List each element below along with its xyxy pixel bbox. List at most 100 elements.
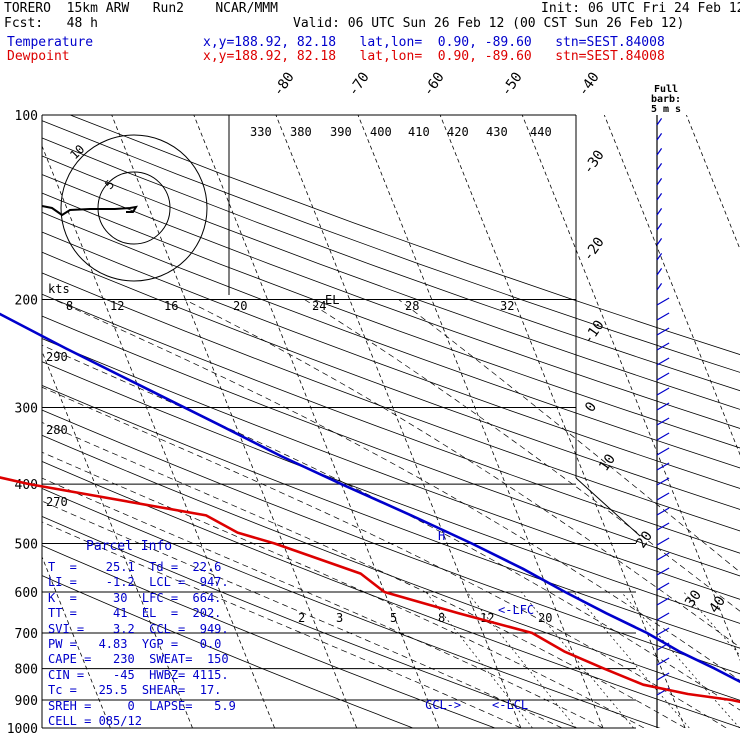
isotherm-label: -20 (580, 234, 608, 264)
dry-adiabat-390 (42, 231, 740, 489)
dewpoint-trace (0, 476, 740, 704)
moist-adiabat--5 (42, 500, 563, 728)
wind-barb (656, 238, 663, 246)
wind-barb (656, 283, 663, 291)
isotherm-label: 10 (596, 451, 619, 474)
temperature-legend-label: Temperature (7, 35, 94, 50)
dry-adiabat-340 (42, 338, 740, 600)
wind-barb (656, 342, 670, 351)
parcel-info-row: SVI = 3.2 CCL = 949. (48, 621, 229, 636)
mixing-ratio-line-5 (521, 591, 634, 728)
wind-barb (656, 133, 663, 141)
wind-barb (656, 462, 670, 471)
wind-barb (656, 567, 670, 576)
isotherm-label: -30 (580, 147, 608, 177)
dry-adiabat-450 (42, 120, 740, 373)
theta-label: 400 (370, 125, 392, 139)
wind-barb (656, 597, 670, 606)
plot-right-border-lower (575, 477, 641, 537)
sounding-annotation: <-LFC (498, 603, 534, 617)
wind-barb (656, 627, 670, 636)
isotherm-label: -70 (345, 69, 373, 99)
wind-barb (656, 447, 670, 456)
hodograph-speed-label: 8 (66, 299, 73, 313)
moist-adiabat-35 (304, 299, 740, 612)
isotherm-20 (521, 115, 740, 662)
parcel-info-row: K = 30 LFC = 664. (48, 590, 222, 605)
isotherm-label: 20 (633, 528, 656, 551)
sounding-annotation: H (438, 529, 445, 543)
theta-left-label: 270 (46, 495, 68, 509)
mixing-ratio-line-20 (683, 591, 740, 656)
isotherm-label: -40 (575, 69, 603, 99)
parcel-info-row: CELL = 085/12 (48, 714, 142, 728)
theta-left-label: 280 (46, 423, 68, 437)
theta-label: 430 (486, 125, 508, 139)
wind-barb (656, 672, 670, 681)
isotherm--20 (193, 115, 440, 728)
wind-barb (656, 582, 670, 591)
hodograph-ring-label: 5 (102, 177, 117, 192)
isotherm--40 (42, 144, 275, 728)
dry-adiabat-290 (42, 461, 740, 728)
sounding-annotation: CCL-> (425, 698, 461, 712)
wind-barb (656, 312, 670, 321)
init-time: Init: 06 UTC Fri 24 Feb 12 (541, 1, 740, 16)
theta-label: 410 (408, 125, 430, 139)
pressure-label-1000: 1000 (7, 722, 38, 737)
hodograph-units: kts (48, 282, 70, 296)
moist-adiabat-40 (398, 299, 740, 573)
isotherm-label: 40 (706, 593, 729, 616)
dry-adiabat-430 (42, 155, 740, 410)
theta-label: 440 (530, 125, 552, 139)
wind-barb (656, 372, 670, 381)
wind-barb (656, 327, 670, 336)
pressure-label-100: 100 (15, 109, 38, 124)
hodograph-speed-label: 12 (110, 299, 124, 313)
mixing-ratio-label: 8 (438, 611, 445, 625)
wind-barb (656, 178, 663, 186)
mixing-ratio-line-8 (573, 591, 690, 728)
parcel-info-row: CIN = -45 HWBZ= 4115. (48, 667, 229, 682)
mixing-ratio-label: 20 (538, 611, 552, 625)
dry-adiabat-270 (42, 516, 579, 728)
wind-barb (656, 417, 670, 426)
isotherm-label: 0 (582, 399, 600, 415)
model-title: TORERO 15km ARW Run2 NCAR/MMM (4, 1, 278, 16)
isotherm--10 (275, 115, 522, 728)
hodograph-speed-label: 28 (405, 299, 419, 313)
theta-label: 380 (290, 125, 312, 139)
dry-adiabat-360 (42, 293, 740, 554)
dry-adiabat-410 (42, 192, 740, 449)
isotherm-label: 30 (682, 587, 705, 610)
wind-barb (656, 163, 663, 171)
parcel-info-title: Parcel Info (86, 539, 173, 554)
wind-barb (656, 522, 670, 531)
hodograph-speed-label: 20 (233, 299, 247, 313)
wind-barb (656, 223, 663, 231)
dewpoint-station-info: x,y=188.92, 82.18 lat,lon= 0.90, -89.60 … (203, 49, 665, 64)
isotherm-30 (603, 115, 740, 456)
parcel-info-row: Tc = 25.5 SHEAR= 17. (48, 683, 222, 698)
hodograph-speed-label: 24 (312, 299, 326, 313)
wind-barb (656, 297, 670, 306)
theta-label: 390 (330, 125, 352, 139)
isotherm-label: -10 (580, 317, 608, 347)
parcel-info-row: LI = -1.2 LCL = 947. (48, 575, 229, 590)
wind-barb (656, 477, 670, 486)
isotherm--50 (42, 350, 193, 728)
dry-adiabat-280 (42, 488, 661, 728)
forecast-hour: Fcst: 48 h (4, 16, 98, 31)
pressure-label-500: 500 (15, 537, 38, 552)
isotherm--30 (111, 115, 358, 728)
wind-barb (656, 253, 663, 261)
wind-barb (656, 492, 670, 501)
pressure-label-900: 900 (15, 694, 38, 709)
wind-barb (656, 537, 670, 546)
hodograph-ring-10 (60, 134, 208, 282)
wind-barb (656, 387, 670, 396)
parcel-info-row: T = 25.1 Td = 22.6 (48, 560, 222, 574)
pressure-label-800: 800 (15, 663, 38, 678)
mixing-ratio-label: 5 (390, 611, 397, 625)
dry-adiabat-300 (42, 434, 740, 701)
